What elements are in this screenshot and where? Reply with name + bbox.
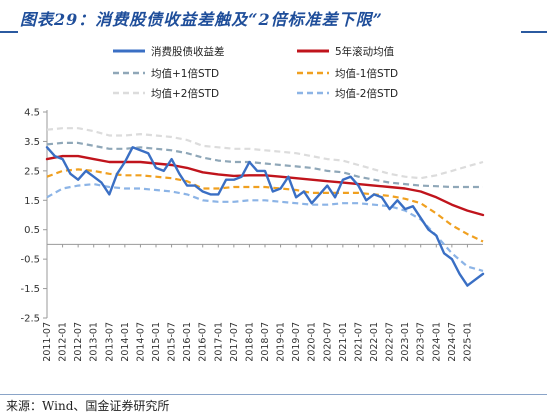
- y-tick-label: 3.5: [24, 137, 40, 148]
- source-rule: [0, 394, 547, 395]
- x-tick-label: 2018-01: [244, 322, 255, 362]
- y-tick-label: -1.5: [20, 284, 40, 295]
- x-tick-label: 2021-07: [353, 322, 364, 362]
- y-tick-label: -2.5: [20, 314, 40, 325]
- x-tick-label: 2011-07: [42, 322, 53, 362]
- y-tick-label: 0.5: [24, 225, 40, 236]
- legend-label-4: 均值-1倍STD: [335, 67, 398, 80]
- series-line-2: [45, 154, 485, 217]
- x-tick-label: 2012-01: [58, 322, 69, 362]
- series-line-5: [46, 127, 484, 180]
- x-tick-label: 2018-07: [260, 322, 271, 362]
- x-tick-label: 2021-01: [338, 322, 349, 362]
- x-tick-label: 2020-01: [307, 322, 318, 362]
- x-tick-label: 2022-01: [369, 322, 380, 362]
- legend-label-2: 5年滚动均值: [335, 45, 395, 58]
- series-line-6: [46, 183, 484, 272]
- series-line-4: [46, 168, 484, 243]
- y-tick-label: 2.5: [24, 166, 40, 177]
- legend-label-6: 均值-2倍STD: [335, 87, 398, 100]
- x-tick-label: 2013-01: [89, 322, 100, 362]
- x-tick-label: 2014-07: [135, 322, 146, 362]
- figure-title-row: 图表29：消费股债收益差触及“2倍标准差下限”: [0, 0, 547, 36]
- x-tick-label: 2012-07: [73, 322, 84, 362]
- x-tick-label: 2022-07: [385, 322, 396, 362]
- x-tick-label: 2014-01: [120, 322, 131, 362]
- y-tick-label: 1.5: [24, 196, 40, 207]
- legend-label-3: 均值+1倍STD: [151, 67, 219, 80]
- x-tick-label: 2017-01: [213, 322, 224, 362]
- x-tick-label: 2024-07: [447, 322, 458, 362]
- x-tick-label: 2015-07: [167, 322, 178, 362]
- source-note: 来源：Wind、国金证券研究所: [6, 399, 170, 413]
- x-tick-label: 2024-01: [431, 322, 442, 362]
- x-tick-label: 2025-01: [462, 322, 473, 362]
- legend-label-5: 均值+2倍STD: [151, 87, 219, 100]
- x-tick-label: 2017-07: [229, 322, 240, 362]
- x-tick-label: 2019-01: [276, 322, 287, 362]
- x-tick-label: 2016-07: [198, 322, 209, 362]
- series-line-3: [46, 141, 483, 189]
- legend-label-1: 消费股债收益差: [151, 45, 225, 58]
- series-line-1: [45, 146, 485, 287]
- y-tick-label: -0.5: [20, 255, 40, 266]
- y-tick-label: 4.5: [24, 108, 40, 119]
- x-tick-label: 2016-01: [182, 322, 193, 362]
- figure-title: 图表29：消费股债收益差触及“2倍标准差下限”: [20, 10, 383, 29]
- x-tick-label: 2015-01: [151, 322, 162, 362]
- x-tick-label: 2023-07: [416, 322, 427, 362]
- y-axis: 4.5 3.5 2.5 1.5 0.5 -0.5 -1.5 -2.5: [20, 108, 48, 325]
- x-tick-label: 2020-07: [322, 322, 333, 362]
- title-rule-right: [521, 31, 547, 33]
- x-tick-label: 2023-01: [400, 322, 411, 362]
- title-rule-left: [0, 31, 18, 33]
- x-tick-label: 2013-07: [104, 322, 115, 362]
- x-tick-label: 2019-07: [291, 322, 302, 362]
- x-axis: 2011-07 2012-01 2012-07 2013-01 2013-07 2014-…: [42, 243, 483, 362]
- series-layer: [45, 127, 485, 287]
